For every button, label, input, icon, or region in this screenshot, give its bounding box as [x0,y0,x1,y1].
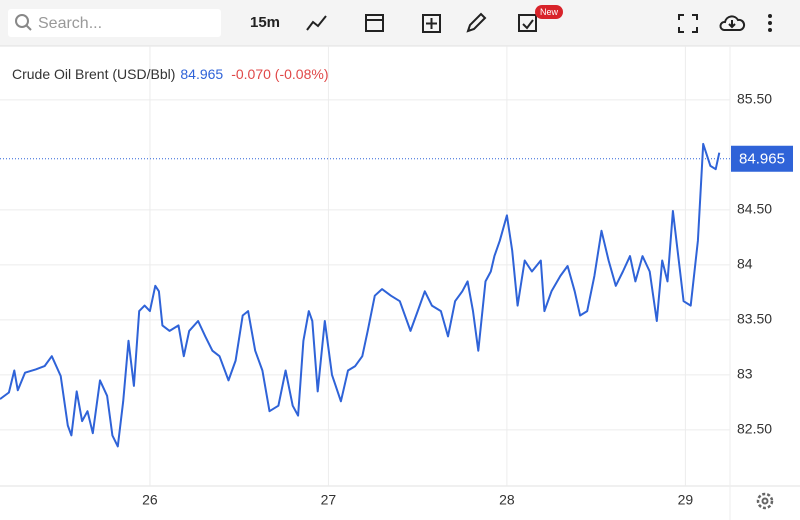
search-box[interactable] [8,9,221,37]
y-tick-label: 85.50 [737,91,772,107]
y-tick-label: 84 [737,256,753,272]
last-price-marker [731,145,793,172]
instrument-name: Crude Oil Brent (USD/Bbl) [12,66,175,82]
y-tick-label: 82.50 [737,421,772,437]
chart-type-button[interactable] [306,15,327,31]
new-badge-text: New [540,7,559,17]
x-tick-label: 29 [678,492,694,508]
calendar-button[interactable] [365,14,384,32]
x-tick-label: 27 [321,492,337,508]
search-icon [15,14,29,28]
y-tick-label: 84.50 [737,201,772,217]
draw-button[interactable] [466,12,487,33]
search-placeholder: Search... [38,15,102,32]
new-badge [535,5,563,19]
grid: 82.50 83 83.50 84 84.50 85.50 26 27 28 29 [0,46,772,508]
x-tick-label: 28 [499,492,515,508]
search-icon [25,24,32,31]
y-tick-label: 83.50 [737,311,772,327]
last-price-label: 84.965 [739,151,785,168]
price-line [0,142,721,448]
chart-header: Crude Oil Brent (USD/Bbl) 84.965 -0.070 (-… [12,66,329,82]
last-price: 84.965 [180,66,223,82]
x-tick-label: 26 [142,492,158,508]
add-button[interactable] [422,14,441,33]
price-change: -0.070 (-0.08%) [231,66,328,82]
fullscreen-button[interactable] [678,14,698,33]
interval-button[interactable]: 15m [250,14,280,31]
plot: 84.965 [0,142,793,448]
settings-button[interactable] [756,492,774,510]
y-tick-label: 83 [737,366,753,382]
events-button[interactable] [518,14,537,32]
download-button[interactable] [719,15,746,31]
more-button[interactable] [768,14,772,32]
